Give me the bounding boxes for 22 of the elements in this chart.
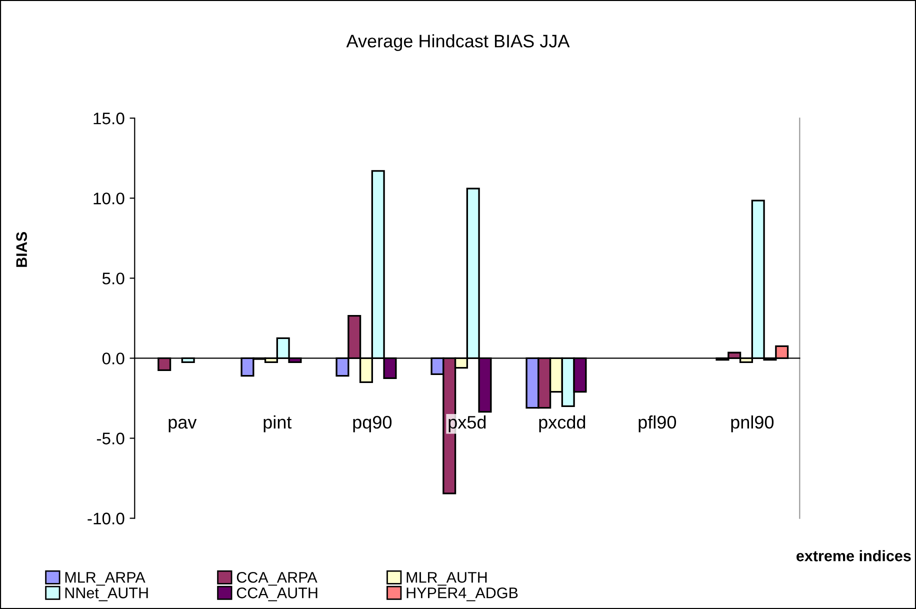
- legend-label: NNet_AUTH: [65, 588, 148, 602]
- y-tick-label: -5.0: [96, 432, 124, 444]
- y-tick-label: 0.0: [102, 352, 124, 364]
- legend-label: CCA_AUTH: [236, 588, 318, 602]
- y-tick-label: -10.0: [88, 512, 124, 524]
- y-axis-title: BIAS: [16, 232, 27, 267]
- x-axis-title: extreme indices: [796, 550, 911, 562]
- y-tick-label: 10.0: [94, 192, 124, 204]
- chart-title: Average Hindcast BIAS JJA: [346, 34, 570, 52]
- x-tick-label: pq90: [353, 416, 392, 432]
- x-tick-label: pav: [168, 418, 197, 432]
- x-tick-label: pfl90: [638, 415, 676, 432]
- x-tick-label: pint: [264, 415, 292, 432]
- x-tick-label: px5d: [448, 415, 486, 432]
- legend-label: MLR_AUTH: [406, 572, 487, 586]
- x-tick-label: pxcdd: [539, 415, 586, 432]
- y-tick-label: 15.0: [94, 112, 124, 124]
- y-tick-label: 5.0: [102, 272, 124, 284]
- legend-label: CCA_ARPA: [236, 572, 318, 586]
- legend-label: MLR_ARPA: [65, 572, 146, 586]
- x-tick-label: pnl90: [731, 415, 774, 432]
- legend-label: HYPER4_ADGB: [406, 588, 518, 602]
